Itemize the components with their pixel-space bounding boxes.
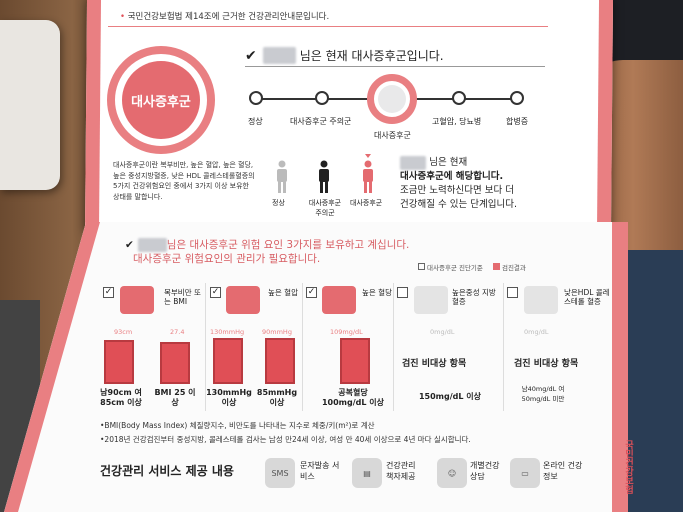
badge-label: 대사증후군 xyxy=(122,61,200,139)
risk-summary: ✔홍길동님은 대사증후군 위험 요인 3가지를 보유하고 계십니다. 대사증후군… xyxy=(125,238,410,265)
stage-node-5 xyxy=(510,91,524,105)
header-note: • 국민건강보험법 제14조에 근거한 건강관리안내문입니다. xyxy=(120,12,330,22)
divider xyxy=(503,283,504,411)
criterion-label: 85mmHg 이상 xyxy=(256,388,298,407)
threshold-label: 0mg/dL xyxy=(430,328,455,336)
result-message: 홍길동 님은 현재 대사증후군에 해당합니다. 조금만 노력하신다면 보다 더 … xyxy=(400,156,517,210)
result-bar xyxy=(104,340,134,384)
factor-checkbox: ✓ xyxy=(103,287,114,298)
criterion-label: 130mmHg 이상 xyxy=(206,388,252,407)
divider xyxy=(205,283,206,411)
stage-label: 정상 xyxy=(248,117,263,126)
factor-checkbox: ✓ xyxy=(306,287,317,298)
stage-label: 대사증후군 xyxy=(374,131,411,140)
person-caution-icon xyxy=(319,160,329,193)
service-label: 온라인 건강정보 xyxy=(543,461,583,481)
stage-label: 고혈압, 당뇨병 xyxy=(432,117,482,126)
threshold-label: 0mg/dL xyxy=(524,328,549,336)
divider xyxy=(108,26,548,27)
stage-node-4 xyxy=(452,91,466,105)
factor-name: 높은 혈압 xyxy=(268,288,298,297)
glucose-icon xyxy=(322,286,356,314)
figure-label: 대사증후군 xyxy=(350,199,383,207)
sms-icon: SMS xyxy=(265,458,295,488)
person-normal-icon xyxy=(277,160,287,193)
redacted-name: 홍길동 xyxy=(262,47,296,64)
white-device xyxy=(0,20,60,190)
factor-name: 높은 혈당 xyxy=(362,288,392,297)
criterion-label: BMI 25 이상 xyxy=(154,388,196,407)
threshold-label: 27.4 xyxy=(170,328,185,336)
stage-node-2 xyxy=(315,91,329,105)
criterion-label: 공복혈당 100mg/dL 이상 xyxy=(321,388,384,407)
criterion-label: 150mg/dL 이상 xyxy=(418,392,481,401)
criterion-label: 남40mg/dL 여50mg/dL 미만 xyxy=(521,385,565,403)
consult-icon: ☺ xyxy=(437,458,467,488)
figure-label: 정상 xyxy=(272,199,285,207)
factor-checkbox: ✓ xyxy=(210,287,221,298)
person-syndrome-icon xyxy=(363,154,373,193)
divider xyxy=(302,283,303,411)
stage-label: 합병증 xyxy=(506,117,529,126)
result-bar xyxy=(265,338,295,384)
result-bar xyxy=(160,342,190,384)
factor-checkbox xyxy=(397,287,408,298)
not-applicable-label: 검진 비대상 항목 xyxy=(514,359,579,369)
factor-name: 복부비만 또는 BMI xyxy=(164,288,201,306)
booklet-icon: ▤ xyxy=(352,458,382,488)
factor-name: 낮은HDL 콜레스테롤 혈증 xyxy=(564,288,610,306)
threshold-label: 109mg/dL xyxy=(330,328,363,336)
stage-node-1 xyxy=(249,91,263,105)
logo-text: 국민건강보험 xyxy=(623,440,633,494)
criterion-label: 남90cm 여85cm 이상 xyxy=(100,388,142,407)
heart-pulse-icon xyxy=(226,286,260,314)
services-title: 건강관리 서비스 제공 내용 xyxy=(100,464,234,478)
cholesterol-icon xyxy=(524,286,558,314)
factor-name: 높은중성 지방혈증 xyxy=(452,288,496,306)
factor-checkbox xyxy=(507,287,518,298)
status-underline xyxy=(245,66,545,67)
check-icon: ✔ xyxy=(245,48,257,64)
figure-label: 대사증후군 주의군 xyxy=(308,199,342,217)
service-label: 건강관리 책자제공 xyxy=(386,461,416,481)
status-line: ✔홍길동 님은 현재 대사증후군입니다. xyxy=(245,47,444,64)
service-label: 문자발송 서비스 xyxy=(300,461,340,481)
stage-label: 대사증후군 주의군 xyxy=(290,117,352,126)
monitor-icon: ▭ xyxy=(510,458,540,488)
threshold-label: 93cm xyxy=(114,328,133,336)
result-bar xyxy=(213,338,243,384)
divider xyxy=(393,283,394,411)
syndrome-description: 대사증후군이란 복부비만, 높은 혈압, 높은 혈당, 높은 중성지방혈증, 낮… xyxy=(113,161,255,201)
tape-measure-icon xyxy=(120,286,154,314)
footnote: •BMI(Body Mass Index) 체질량지수, 비만도를 나타내는 지… xyxy=(100,421,375,430)
check-icon: ✔ xyxy=(125,239,134,251)
drop-icon xyxy=(414,286,448,314)
threshold-label: 130mmHg xyxy=(210,328,245,336)
not-applicable-label: 검진 비대상 항목 xyxy=(402,359,467,369)
legend: 대사증후군 진단기준 검진결과 xyxy=(418,262,526,272)
footnote: •2018년 건강검진부터 중성지방, 콜레스테롤 검사는 남성 만24세 이상… xyxy=(100,435,471,444)
threshold-label: 90mmHg xyxy=(262,328,292,336)
stage-node-current xyxy=(367,74,417,124)
syndrome-badge: 대사증후군 xyxy=(107,46,215,154)
service-label: 개별건강 상담 xyxy=(470,461,500,481)
result-bar xyxy=(340,338,370,384)
